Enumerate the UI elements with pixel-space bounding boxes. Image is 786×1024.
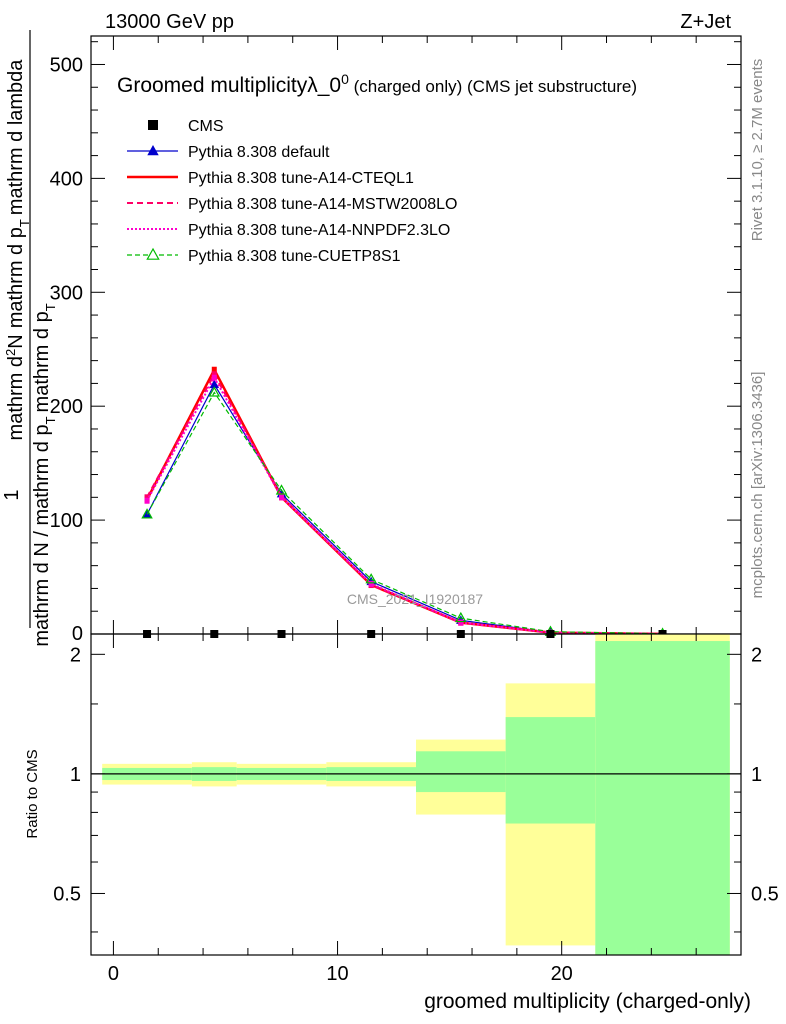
y-label-num-sup: 2: [3, 349, 18, 356]
ratio-plot-frame: [90, 633, 742, 956]
main-title-text: Groomed multiplicityλ_0: [117, 74, 341, 97]
y-label-den-sub2: T: [43, 303, 58, 311]
mcplots-label: mcplots.cern.ch [arXiv:1306.3436]: [749, 372, 766, 599]
y-label-denominator: mathrm d N / mathrm d pTmathrm d pT: [31, 303, 58, 646]
series-marker: [275, 484, 288, 495]
legend-marker: [147, 145, 159, 156]
legend-label: Pythia 8.308 tune-A14-MSTW2008LO: [188, 196, 457, 213]
y-label-num-dp: mathrm d p: [5, 227, 27, 328]
y-tick-label: 300: [50, 282, 83, 304]
main-title-sup: 0: [341, 71, 349, 87]
series-marker: [211, 366, 217, 373]
series-marker: [208, 386, 221, 397]
header-left: 13000 GeV pp: [105, 11, 234, 33]
ratio-y-tick-label-right: 2: [751, 644, 762, 666]
ratio-y-tick-label: 1: [70, 764, 81, 786]
header-right: Z+Jet: [680, 11, 731, 33]
ratio-y-tick-label-right: 1: [751, 764, 762, 786]
y-label-num-main: mathrm d: [5, 356, 27, 440]
ratio-y-tick-label: 0.5: [53, 883, 81, 905]
y-label-prefactor: 1: [1, 489, 23, 500]
y-label-num-sub: T: [17, 219, 32, 227]
y-tick-label: 500: [50, 54, 83, 76]
series-marker: [368, 580, 374, 587]
y-tick-label: 200: [50, 396, 83, 418]
ratio-band-green: [505, 717, 596, 824]
legend-label: Pythia 8.308 tune-A14-CTEQL1: [188, 170, 414, 187]
series-marker: [211, 371, 217, 378]
y-label-num-end: N: [5, 334, 27, 348]
main-y-axis-label: 1 mathrm d2Nmathrm d pTmathrm d lambda m…: [1, 30, 58, 647]
legend-label: Pythia 8.308 default: [188, 144, 330, 161]
y-label-den-main: mathrm d N / mathrm d p: [31, 424, 53, 646]
y-label-num-dlambda: mathrm d lambda: [5, 59, 27, 215]
series-marker: [141, 508, 153, 519]
legend: CMS Pythia 8.308 default Pythia 8.308 tune…: [127, 118, 457, 265]
rivet-label: Rivet 3.1.10, ≥ 2.7M events: [749, 59, 766, 242]
series-marker: [144, 497, 150, 504]
legend-item: Pythia 8.308 tune-A14-NNPDF2.3LO: [127, 222, 450, 239]
legend-marker: [146, 247, 160, 260]
series-marker: [365, 573, 377, 584]
x-tick-label: 10: [326, 963, 348, 985]
x-tick-label: 20: [551, 963, 573, 985]
ratio-y-tick-label: 2: [70, 644, 81, 666]
legend-item: Pythia 8.308 tune-A14-MSTW2008LO: [127, 196, 457, 213]
ratio-band-green: [416, 751, 506, 793]
legend-label: CMS: [188, 118, 224, 135]
x-axis-label: groomed multiplicity (charged-only): [424, 990, 751, 1013]
x-tick-label: 0: [108, 963, 119, 985]
series-marker: [209, 379, 220, 389]
legend-item: Pythia 8.308 tune-CUETP8S1: [127, 247, 401, 265]
legend-label: Pythia 8.308 tune-A14-NNPDF2.3LO: [188, 222, 450, 239]
series-marker: [211, 374, 217, 381]
y-label-numerator: mathrm d2Nmathrm d pTmathrm d lambda: [3, 59, 32, 441]
y-tick-label: 0: [72, 623, 83, 645]
ratio-plot: 0.5 0.51 12 20 10 20: [53, 634, 779, 985]
series-marker: [279, 494, 285, 501]
series-marker: [144, 494, 150, 501]
main-title: Groomed multiplicityλ_00 (charged only) …: [117, 71, 637, 97]
ratio-band-green: [595, 641, 730, 955]
ratio-y-axis-label: Ratio to CMS: [24, 749, 41, 838]
series-marker: [458, 619, 464, 626]
y-label-den-dp: mathrm d p: [31, 311, 53, 412]
legend-item: Pythia 8.308 tune-A14-CTEQL1: [127, 170, 414, 187]
analysis-watermark: CMS_2021_I1920187: [347, 591, 483, 607]
series-marker: [455, 611, 467, 623]
legend-item: Pythia 8.308 default: [127, 144, 330, 161]
legend-marker: [148, 120, 158, 130]
y-label-den-sub: T: [43, 416, 58, 424]
legend-label: Pythia 8.308 tune-CUETP8S1: [188, 248, 401, 265]
main-title-suffix: (charged only) (CMS jet substructure): [349, 77, 637, 96]
y-tick-label: 400: [50, 168, 83, 190]
y-tick-label: 100: [50, 510, 83, 532]
legend-item: CMS: [148, 118, 224, 135]
ratio-y-tick-label-right: 0.5: [751, 883, 779, 905]
